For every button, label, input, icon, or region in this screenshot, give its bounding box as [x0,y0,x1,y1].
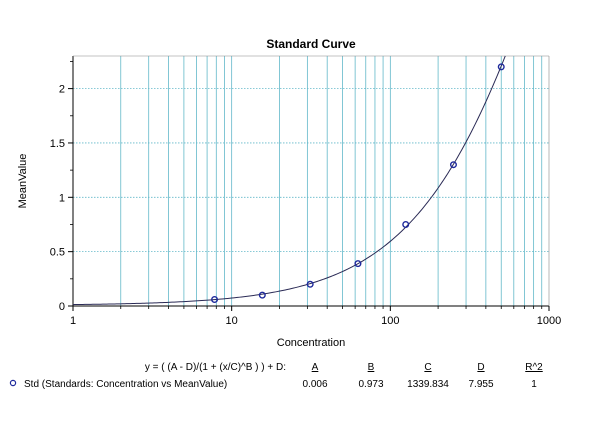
param-value-c: 1339.834 [407,379,449,390]
data-point [497,63,505,71]
param-value-d: 7.955 [468,379,493,390]
fit-curve [72,55,506,306]
param-header-b: B [368,362,375,373]
param-header-a: A [312,362,319,373]
data-point [449,161,457,169]
param-header-c: C [424,362,431,373]
data-points [211,63,505,303]
y-tick-label: 0.5 [50,247,65,259]
data-point [402,220,410,228]
chart-title: Standard Curve [266,37,356,51]
plot-area [73,56,549,306]
param-header-r2: R^2 [525,362,543,373]
x-tick-label: 10 [226,315,238,327]
y-tick-label: 2 [59,84,65,96]
fit-formula: y = ( (A - D)/(1 + (x/C)^B ) ) + D: [145,362,286,373]
horizontal-gridlines [73,88,549,253]
param-value-r2: 1 [531,379,537,390]
param-value-a: 0.006 [302,379,327,390]
x-tick-label: 100 [381,315,399,327]
legend-marker [9,379,17,387]
data-point [211,295,219,303]
data-point [306,280,314,288]
y-axis-ticks: 0 0.5 1 1.5 2 [50,61,73,313]
data-point [258,291,266,299]
y-axis-label: MeanValue [17,154,29,209]
data-point [354,260,362,268]
y-tick-label: 1 [59,192,65,204]
x-axis-label: Concentration [277,337,346,349]
y-tick-label: 1.5 [50,138,65,150]
param-value-b: 0.973 [358,379,383,390]
y-tick-label: 0 [59,301,65,313]
x-tick-label: 1000 [537,315,561,327]
x-axis-ticks: 1 10 100 1000 [70,306,561,327]
legend-series-name: Std (Standards: Concentration vs MeanVal… [24,379,227,390]
x-tick-label: 1 [70,315,76,327]
param-header-d: D [477,362,484,373]
